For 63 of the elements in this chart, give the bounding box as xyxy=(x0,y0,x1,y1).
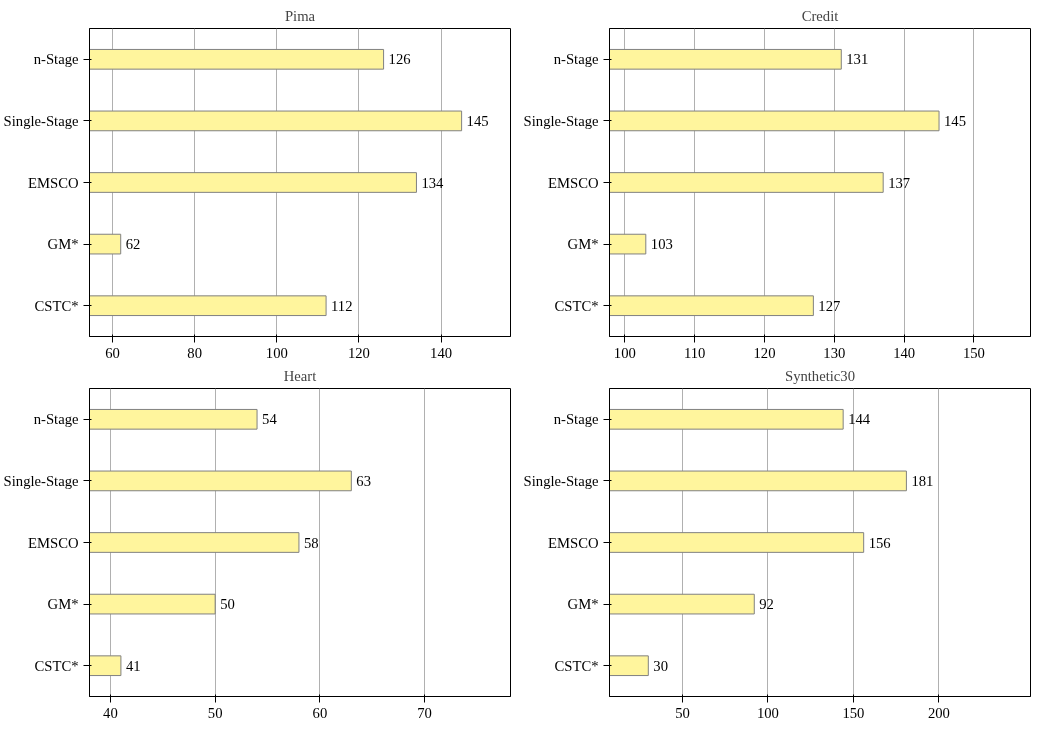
data-label: 131 xyxy=(846,51,869,68)
data-label: 30 xyxy=(653,657,668,674)
y-tick-label: CSTC* xyxy=(34,297,79,314)
x-tick-label: 60 xyxy=(105,344,120,361)
chart-title: Synthetic30 xyxy=(784,367,856,384)
data-label: 181 xyxy=(911,472,934,489)
y-tick-label: n-Stage xyxy=(553,411,599,428)
data-label: 134 xyxy=(421,174,445,191)
chart-title: Credit xyxy=(801,7,839,24)
chart-title: Pima xyxy=(284,7,316,24)
y-tick-label: GM* xyxy=(567,236,599,253)
x-tick-label: 40 xyxy=(103,704,118,721)
y-tick-label: Single-Stage xyxy=(523,112,599,129)
x-tick-label: 140 xyxy=(430,344,453,361)
y-tick-label: CSTC* xyxy=(34,657,79,674)
x-tick-label: 150 xyxy=(842,704,865,721)
x-tick-label: 130 xyxy=(823,344,846,361)
data-label: 54 xyxy=(262,411,278,428)
data-label: 58 xyxy=(303,534,319,551)
data-label: 137 xyxy=(888,174,911,191)
x-tick-label: 50 xyxy=(207,704,223,721)
y-tick-label: n-Stage xyxy=(33,51,79,68)
x-tick-label: 100 xyxy=(265,344,288,361)
chart-title: Heart xyxy=(283,367,317,384)
y-tick-label: EMSCO xyxy=(548,534,599,551)
data-label: 50 xyxy=(220,596,235,613)
data-label: 112 xyxy=(331,297,353,314)
x-tick-label: 120 xyxy=(753,344,776,361)
data-label: 62 xyxy=(125,236,141,253)
x-tick-label: 100 xyxy=(756,704,779,721)
y-tick-label: CSTC* xyxy=(554,297,599,314)
y-tick-label: GM* xyxy=(567,596,599,613)
data-label: 92 xyxy=(759,596,774,613)
y-tick-label: Single-Stage xyxy=(3,472,79,489)
data-label: 127 xyxy=(818,297,841,314)
x-tick-label: 200 xyxy=(927,704,950,721)
y-tick-label: n-Stage xyxy=(33,411,79,428)
y-tick-label: Single-Stage xyxy=(523,472,599,489)
x-tick-label: 100 xyxy=(613,344,636,361)
data-label: 41 xyxy=(125,657,141,674)
x-tick-label: 120 xyxy=(347,344,370,361)
y-tick-label: n-Stage xyxy=(553,51,599,68)
x-tick-label: 70 xyxy=(417,704,432,721)
data-label: 156 xyxy=(868,534,891,551)
x-tick-label: 50 xyxy=(675,704,690,721)
x-tick-label: 80 xyxy=(187,344,202,361)
data-label: 103 xyxy=(650,236,673,253)
y-tick-label: GM* xyxy=(47,596,79,613)
y-tick-label: EMSCO xyxy=(28,174,79,191)
y-tick-label: EMSCO xyxy=(548,174,599,191)
y-tick-label: GM* xyxy=(47,236,79,253)
x-tick-label: 60 xyxy=(312,704,328,721)
y-tick-label: Single-Stage xyxy=(3,112,79,129)
data-label: 126 xyxy=(388,51,411,68)
data-label: 145 xyxy=(944,112,967,129)
data-label: 144 xyxy=(848,411,871,428)
x-tick-label: 140 xyxy=(893,344,916,361)
y-tick-label: EMSCO xyxy=(28,534,79,551)
data-label: 63 xyxy=(356,472,371,489)
data-label: 145 xyxy=(466,112,489,129)
y-tick-label: CSTC* xyxy=(554,657,599,674)
x-tick-label: 110 xyxy=(683,344,706,361)
x-tick-label: 150 xyxy=(962,344,985,361)
